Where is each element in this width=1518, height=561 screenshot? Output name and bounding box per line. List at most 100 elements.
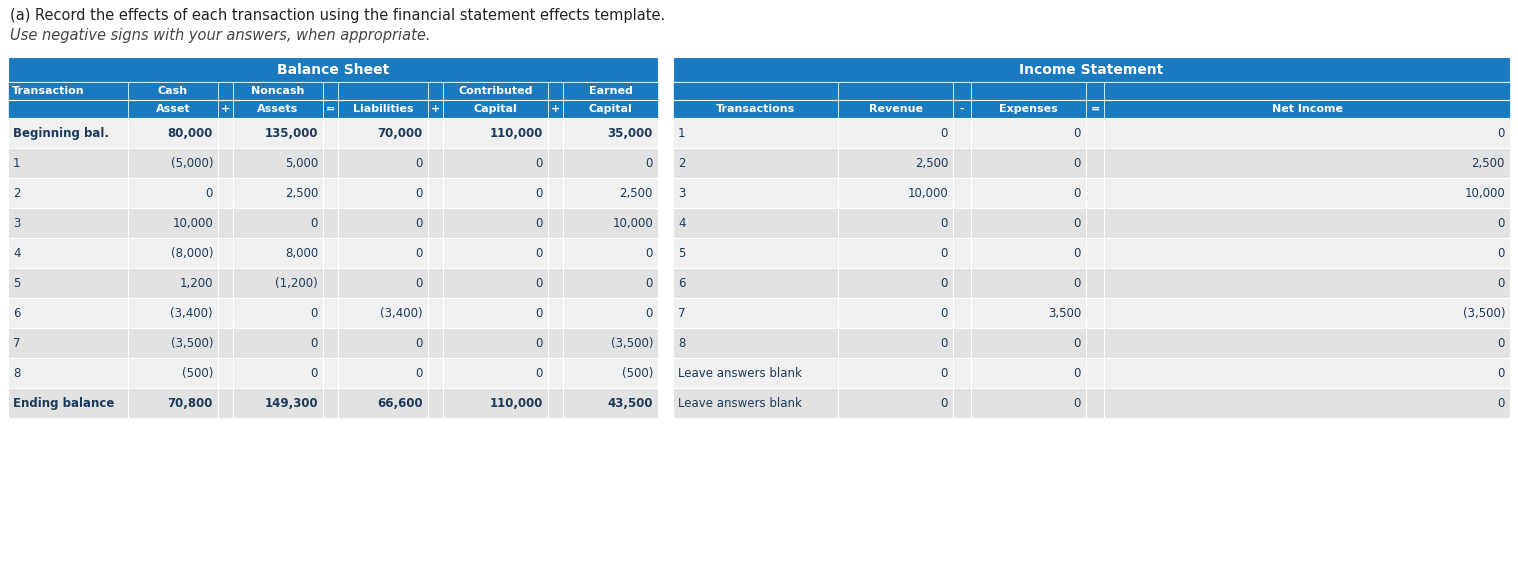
Bar (128, 298, 219, 328)
Text: 0: 0 (645, 157, 653, 169)
Bar (548, 298, 563, 328)
Bar (428, 388, 443, 418)
Bar (128, 358, 219, 388)
Bar (323, 298, 339, 328)
Text: Assets: Assets (258, 104, 299, 114)
Bar (339, 82, 428, 118)
Bar (953, 238, 972, 268)
Bar (8, 178, 128, 208)
Bar (672, 298, 838, 328)
Text: 0: 0 (941, 246, 949, 260)
Text: 80,000: 80,000 (167, 126, 213, 140)
Bar (1104, 148, 1510, 178)
Bar (323, 238, 339, 268)
Bar (953, 328, 972, 358)
Bar (972, 268, 1085, 298)
Bar (443, 82, 548, 118)
Text: 0: 0 (536, 217, 543, 229)
Bar (1104, 388, 1510, 418)
Text: 0: 0 (941, 277, 949, 289)
Bar (1085, 358, 1104, 388)
Text: Earned: Earned (589, 86, 633, 96)
Bar (443, 388, 548, 418)
Bar (953, 148, 972, 178)
Text: 5: 5 (679, 246, 685, 260)
Bar (672, 118, 838, 148)
Text: 0: 0 (645, 246, 653, 260)
Bar (548, 178, 563, 208)
Text: 4: 4 (679, 217, 686, 229)
Text: Contributed: Contributed (458, 86, 533, 96)
Bar (953, 298, 972, 328)
Bar (232, 178, 323, 208)
Text: 0: 0 (1073, 126, 1081, 140)
Bar (323, 328, 339, 358)
Text: 0: 0 (941, 217, 949, 229)
Bar (972, 178, 1085, 208)
Text: (3,400): (3,400) (381, 306, 424, 320)
Bar (443, 298, 548, 328)
Text: 149,300: 149,300 (264, 397, 317, 410)
Bar (339, 208, 428, 238)
Bar (232, 238, 323, 268)
Bar (443, 328, 548, 358)
Text: 0: 0 (941, 126, 949, 140)
Text: Transactions: Transactions (716, 104, 795, 114)
Bar (219, 118, 232, 148)
Text: 0: 0 (311, 306, 317, 320)
Bar (563, 178, 657, 208)
Bar (953, 268, 972, 298)
Bar (339, 388, 428, 418)
Bar (563, 118, 657, 148)
Bar (323, 358, 339, 388)
Text: 0: 0 (1073, 246, 1081, 260)
Text: 0: 0 (536, 157, 543, 169)
Text: 0: 0 (416, 186, 424, 200)
Text: 35,000: 35,000 (607, 126, 653, 140)
Text: 4: 4 (14, 246, 21, 260)
Text: (500): (500) (622, 366, 653, 379)
Bar (428, 358, 443, 388)
Bar (219, 148, 232, 178)
Text: 2,500: 2,500 (1471, 157, 1504, 169)
Text: Liabilities: Liabilities (352, 104, 413, 114)
Bar (8, 82, 657, 118)
Bar (1085, 328, 1104, 358)
Bar (548, 148, 563, 178)
Bar (953, 208, 972, 238)
Text: Capital: Capital (589, 104, 633, 114)
Text: 8: 8 (14, 366, 20, 379)
Bar (339, 268, 428, 298)
Bar (953, 82, 972, 118)
Text: 0: 0 (311, 337, 317, 350)
Text: 0: 0 (941, 366, 949, 379)
Text: 0: 0 (645, 277, 653, 289)
Text: 2,500: 2,500 (285, 186, 317, 200)
Text: 3,500: 3,500 (1047, 306, 1081, 320)
Text: 70,800: 70,800 (167, 397, 213, 410)
Text: 0: 0 (311, 366, 317, 379)
Bar (563, 328, 657, 358)
Text: 135,000: 135,000 (264, 126, 317, 140)
Text: (8,000): (8,000) (170, 246, 213, 260)
Text: 0: 0 (1073, 186, 1081, 200)
Bar (672, 208, 838, 238)
Text: Transaction: Transaction (12, 86, 85, 96)
Bar (323, 148, 339, 178)
Text: 0: 0 (1073, 366, 1081, 379)
Bar (323, 178, 339, 208)
Text: +: + (431, 104, 440, 114)
Bar (323, 388, 339, 418)
Bar (128, 208, 219, 238)
Bar (339, 358, 428, 388)
Text: 0: 0 (536, 277, 543, 289)
Text: 10,000: 10,000 (1465, 186, 1504, 200)
Text: Net Income: Net Income (1272, 104, 1342, 114)
Bar (972, 238, 1085, 268)
Text: 0: 0 (1073, 397, 1081, 410)
Bar (672, 178, 838, 208)
Bar (8, 328, 128, 358)
Bar (1104, 118, 1510, 148)
Text: 6: 6 (679, 277, 686, 289)
Bar (232, 82, 323, 118)
